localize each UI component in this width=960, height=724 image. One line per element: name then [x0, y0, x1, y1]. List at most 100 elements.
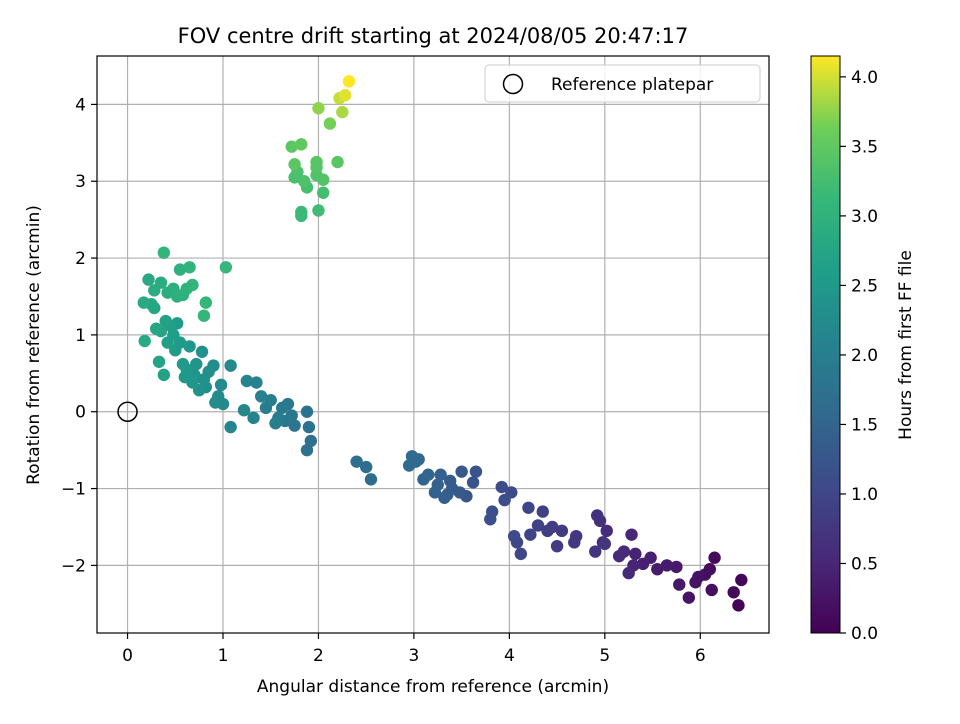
colorbar: 0.0 0.5 1.0 1.5 2.0 2.5 3.0 3.5 4.0 Hours from f…: [810, 55, 916, 644]
scatter-point: [178, 370, 192, 384]
scatter-point: [152, 355, 166, 368]
scatter-point: [159, 314, 172, 328]
x-axis-ticks: 0 1 2 3 4 5 6: [122, 633, 706, 666]
y-tick-label: −1: [61, 480, 86, 500]
scatter-point: [531, 519, 545, 532]
scatter-point: [285, 140, 298, 153]
scatter-point: [359, 460, 373, 474]
scatter-point: [568, 536, 581, 549]
scatter-point: [209, 396, 222, 409]
scatter-point: [514, 547, 528, 561]
scatter-point: [708, 551, 721, 564]
scatter-point: [589, 545, 602, 558]
colorbar-tick-label: 0.5: [851, 554, 878, 574]
scatter-point: [169, 344, 182, 357]
scatter-point: [455, 465, 468, 478]
scatter-point: [176, 357, 190, 371]
scatter-point: [524, 528, 537, 541]
scatter-point: [466, 476, 480, 489]
scatter-point: [224, 420, 237, 434]
colorbar-tick-label: 1.5: [851, 415, 878, 435]
reference-marker: [117, 401, 138, 422]
scatter-point: [428, 486, 442, 499]
y-tick-label: 3: [75, 172, 86, 192]
scatter-point: [247, 411, 260, 425]
x-axis-label: Angular distance from reference (arcmin): [257, 677, 609, 697]
scatter-point: [197, 373, 211, 386]
scatter-point: [161, 336, 174, 349]
y-tick-label: 1: [75, 326, 86, 346]
scatter-point: [154, 276, 168, 289]
chart-title: FOV centre drift starting at 2024/08/05 …: [178, 24, 689, 48]
y-tick-label: 2: [75, 249, 86, 269]
x-tick-label: 0: [122, 646, 133, 666]
scatter-point: [190, 357, 203, 371]
scatter-point: [157, 246, 171, 259]
scatter-point: [350, 455, 363, 468]
colorbar-tick-label: 3.0: [851, 207, 878, 227]
scatter-point: [317, 173, 330, 186]
scatter-point: [275, 401, 289, 415]
scatter-point: [142, 273, 155, 286]
scatter-point: [735, 573, 748, 587]
x-tick-label: 4: [504, 646, 515, 666]
x-tick-label: 5: [599, 646, 610, 666]
scatter-point: [195, 345, 209, 358]
colorbar-tick-label: 3.5: [851, 137, 878, 157]
scatter-point: [625, 528, 638, 541]
scatter-point: [629, 547, 642, 561]
scatter-point: [338, 88, 352, 102]
scatter-point: [183, 340, 196, 353]
scatter-point: [402, 459, 416, 472]
scatter-point: [312, 204, 325, 217]
scatter-point: [434, 468, 447, 481]
scatter-point: [157, 368, 171, 382]
scatter-point: [590, 509, 604, 522]
colorbar-label: Hours from first FF file: [896, 250, 916, 440]
scatter-point: [732, 599, 745, 612]
scatter-point: [670, 560, 683, 574]
scatter-point: [149, 322, 163, 335]
scatter-point: [636, 557, 650, 571]
scatter-point: [438, 491, 451, 504]
scatter-point: [727, 586, 740, 599]
scatter-point: [214, 378, 228, 392]
scatter-point: [598, 537, 612, 551]
scatter-point: [250, 376, 263, 389]
legend-marker: [502, 73, 524, 95]
scatter-point: [197, 309, 211, 322]
scatter-point: [254, 390, 268, 403]
colorbar-tick-label: 0.0: [851, 624, 878, 644]
plot-frame: [96, 55, 770, 634]
scatter-point: [682, 591, 696, 604]
scatter-point: [651, 563, 664, 576]
colorbar-tick-label: 4.0: [851, 68, 878, 88]
scatter-point: [240, 374, 254, 388]
scatter-point: [600, 524, 613, 538]
scatter-point: [288, 158, 301, 171]
colorbar-ticks: 0.0 0.5 1.0 1.5 2.0 2.5 3.0 3.5 4.0: [840, 68, 878, 644]
scatter-point: [331, 155, 344, 169]
scatter-point: [323, 117, 337, 130]
scatter-point: [288, 419, 301, 432]
scatter-point: [300, 405, 314, 418]
x-tick-label: 6: [695, 646, 706, 666]
scatter-point: [186, 278, 199, 292]
y-tick-label: 0: [75, 403, 86, 423]
x-tick-label: 3: [408, 646, 419, 666]
legend-box: [484, 64, 761, 103]
colorbar-tick-label: 2.5: [851, 276, 878, 296]
scatter-point: [310, 155, 323, 169]
y-axis-ticks: −2 −1 0 1 2 3 4: [61, 95, 97, 576]
scatter-point: [259, 401, 273, 415]
scatter-point: [137, 296, 150, 309]
scatter-point: [138, 334, 151, 348]
scatter-point: [507, 529, 521, 543]
scatter-point: [183, 261, 196, 274]
scatter-point: [495, 480, 508, 494]
scatter-point: [342, 75, 356, 88]
scatter-point: [484, 513, 497, 526]
colorbar-tick-label: 1.0: [851, 485, 878, 505]
y-tick-label: −2: [61, 556, 86, 576]
